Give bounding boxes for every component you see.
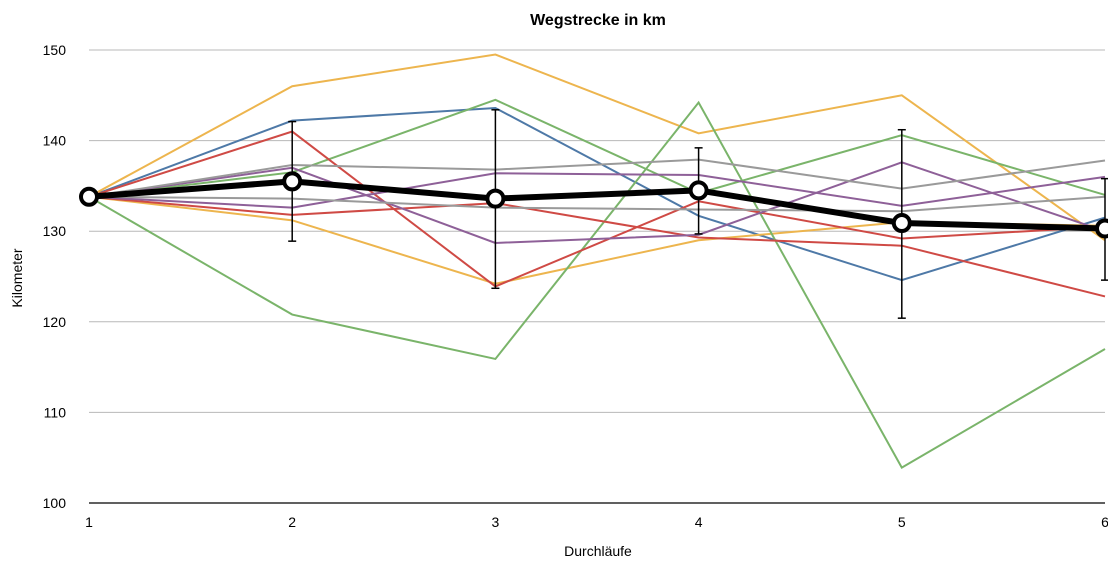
y-axis-ticks: 100 110 120 130 140 150: [43, 42, 67, 511]
x-tick-label: 2: [288, 514, 296, 530]
mean-point: [1095, 218, 1108, 239]
x-axis-label: Durchläufe: [564, 543, 632, 559]
series-line-10: [88, 158, 1106, 198]
series-line-2: [88, 53, 1106, 242]
chart-title: Wegstrecke in km: [530, 12, 666, 29]
mean-point: [688, 180, 709, 201]
mean-point: [485, 188, 506, 209]
mean-series-line: [88, 178, 1106, 232]
mean-point: [282, 171, 303, 192]
series-line-11: [88, 195, 1106, 213]
series-line-7: [88, 195, 1106, 298]
series-line-1: [88, 106, 1106, 282]
y-tick-label: 150: [43, 42, 67, 58]
mean-series-layer: [79, 109, 1108, 319]
y-tick-label: 140: [43, 133, 67, 149]
gridlines: [89, 49, 1105, 504]
series-line-4: [88, 98, 1106, 198]
series-line-8: [88, 161, 1106, 244]
series-line-5: [88, 100, 1106, 470]
x-tick-label: 6: [1101, 514, 1108, 530]
x-tick-label: 1: [85, 514, 93, 530]
x-tick-label: 4: [695, 514, 703, 530]
y-axis-label: Kilometer: [9, 248, 25, 307]
x-axis-ticks: 1 2 3 4 5 6: [85, 514, 1108, 530]
y-tick-label: 100: [43, 495, 67, 511]
y-tick-label: 110: [44, 404, 67, 420]
x-tick-label: 5: [898, 514, 906, 530]
series-line-9: [88, 172, 1106, 209]
series-line-6: [88, 130, 1106, 288]
y-tick-label: 120: [43, 314, 67, 330]
mean-point: [891, 213, 912, 234]
x-tick-label: 3: [492, 514, 500, 530]
series-layer: [88, 53, 1106, 470]
mean-point: [79, 186, 99, 207]
y-tick-label: 130: [43, 223, 67, 239]
